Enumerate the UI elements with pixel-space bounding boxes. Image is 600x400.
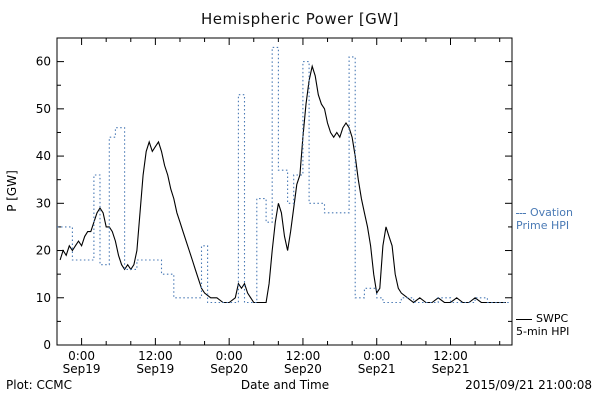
x-tick-date-label: Sep19 [63, 362, 101, 376]
x-tick-time-label: 12:00 [138, 349, 173, 363]
y-tick-label: 20 [36, 244, 51, 258]
x-tick-date-label: Sep20 [210, 362, 248, 376]
credit-label: Plot: CCMC [6, 378, 72, 392]
x-tick-date-label: Sep21 [358, 362, 396, 376]
y-tick-label: 40 [36, 149, 51, 163]
y-tick-label: 60 [36, 55, 51, 69]
swpc-line-swatch [516, 318, 532, 320]
timestamp-label: 2015/09/21 21:00:08 [465, 378, 592, 392]
plot-frame [56, 37, 513, 346]
legend-swpc-line1: SWPC [536, 312, 569, 325]
ovation-prime-line [57, 46, 509, 304]
y-tick-label: 10 [36, 291, 51, 305]
x-tick-time-label: 0:00 [363, 349, 390, 363]
legend-ovation: Ovation Prime HPI [516, 206, 600, 232]
ovation-line-swatch [516, 212, 526, 214]
legend-ovation-line2: Prime HPI [516, 219, 570, 232]
x-tick-time-label: 12:00 [433, 349, 468, 363]
x-tick-date-label: Sep19 [136, 362, 174, 376]
legend-swpc-line2: 5-min HPI [516, 325, 570, 338]
swpc-5min-line [59, 64, 506, 304]
y-tick-label: 30 [36, 196, 51, 210]
x-tick-date-label: Sep21 [432, 362, 470, 376]
y-tick-label: 50 [36, 102, 51, 116]
x-tick-date-label: Sep20 [284, 362, 322, 376]
y-axis-label: P [GW] [5, 170, 19, 212]
y-tick-label: 0 [43, 338, 51, 352]
legend-ovation-line1: Ovation [530, 206, 573, 219]
legend-swpc: SWPC 5-min HPI [516, 312, 600, 338]
x-axis-title: Date and Time [240, 378, 330, 392]
x-tick-time-label: 0:00 [68, 349, 95, 363]
x-tick-time-label: 12:00 [286, 349, 321, 363]
chart-title: Hemispheric Power [GW] [201, 10, 399, 28]
x-tick-time-label: 0:00 [216, 349, 243, 363]
